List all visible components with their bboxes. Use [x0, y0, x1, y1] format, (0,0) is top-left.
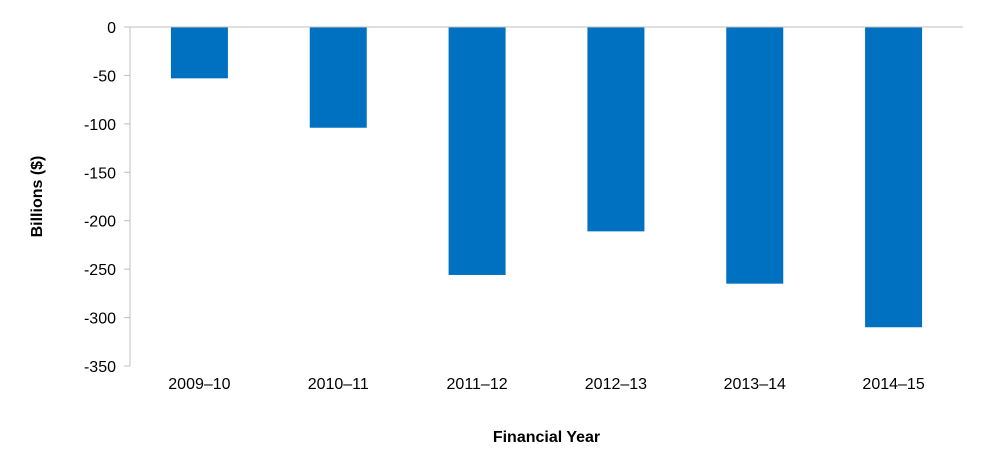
- y-tick-label: -100: [84, 117, 116, 134]
- x-axis-ticks: 2009–10 2010–11 2011–12 2012–13 2013–14 2014–…: [168, 376, 925, 393]
- x-axis-title: Financial Year: [493, 429, 600, 446]
- y-tick-label: -250: [84, 262, 116, 279]
- y-axis-ticks: 0 -50 -100 -150 -200 -250 -300 -350: [84, 20, 130, 376]
- bar-2011–12: [448, 27, 506, 275]
- y-tick-label: -50: [93, 68, 116, 85]
- x-tick-label: 2011–12: [447, 376, 508, 393]
- bar-2010–11: [309, 27, 367, 128]
- x-tick-label: 2009–10: [168, 376, 230, 393]
- x-tick-label: 2010–11: [308, 376, 369, 393]
- x-tick-label: 2013–14: [724, 376, 786, 393]
- x-tick-label: 2014–15: [862, 376, 924, 393]
- y-tick-label: -300: [84, 311, 116, 328]
- bar-2012–13: [587, 27, 645, 232]
- bar-2014–15: [865, 27, 923, 328]
- y-tick-label: -350: [84, 359, 116, 376]
- y-axis-title: Billions ($): [29, 156, 46, 238]
- bar-2009–10: [170, 27, 228, 79]
- x-tick-label: 2012–13: [585, 376, 647, 393]
- y-tick-label: -200: [84, 214, 116, 231]
- bar-2013–14: [726, 27, 784, 284]
- bars: [170, 27, 923, 328]
- y-tick-label: -150: [84, 165, 116, 182]
- y-tick-label: 0: [107, 20, 116, 37]
